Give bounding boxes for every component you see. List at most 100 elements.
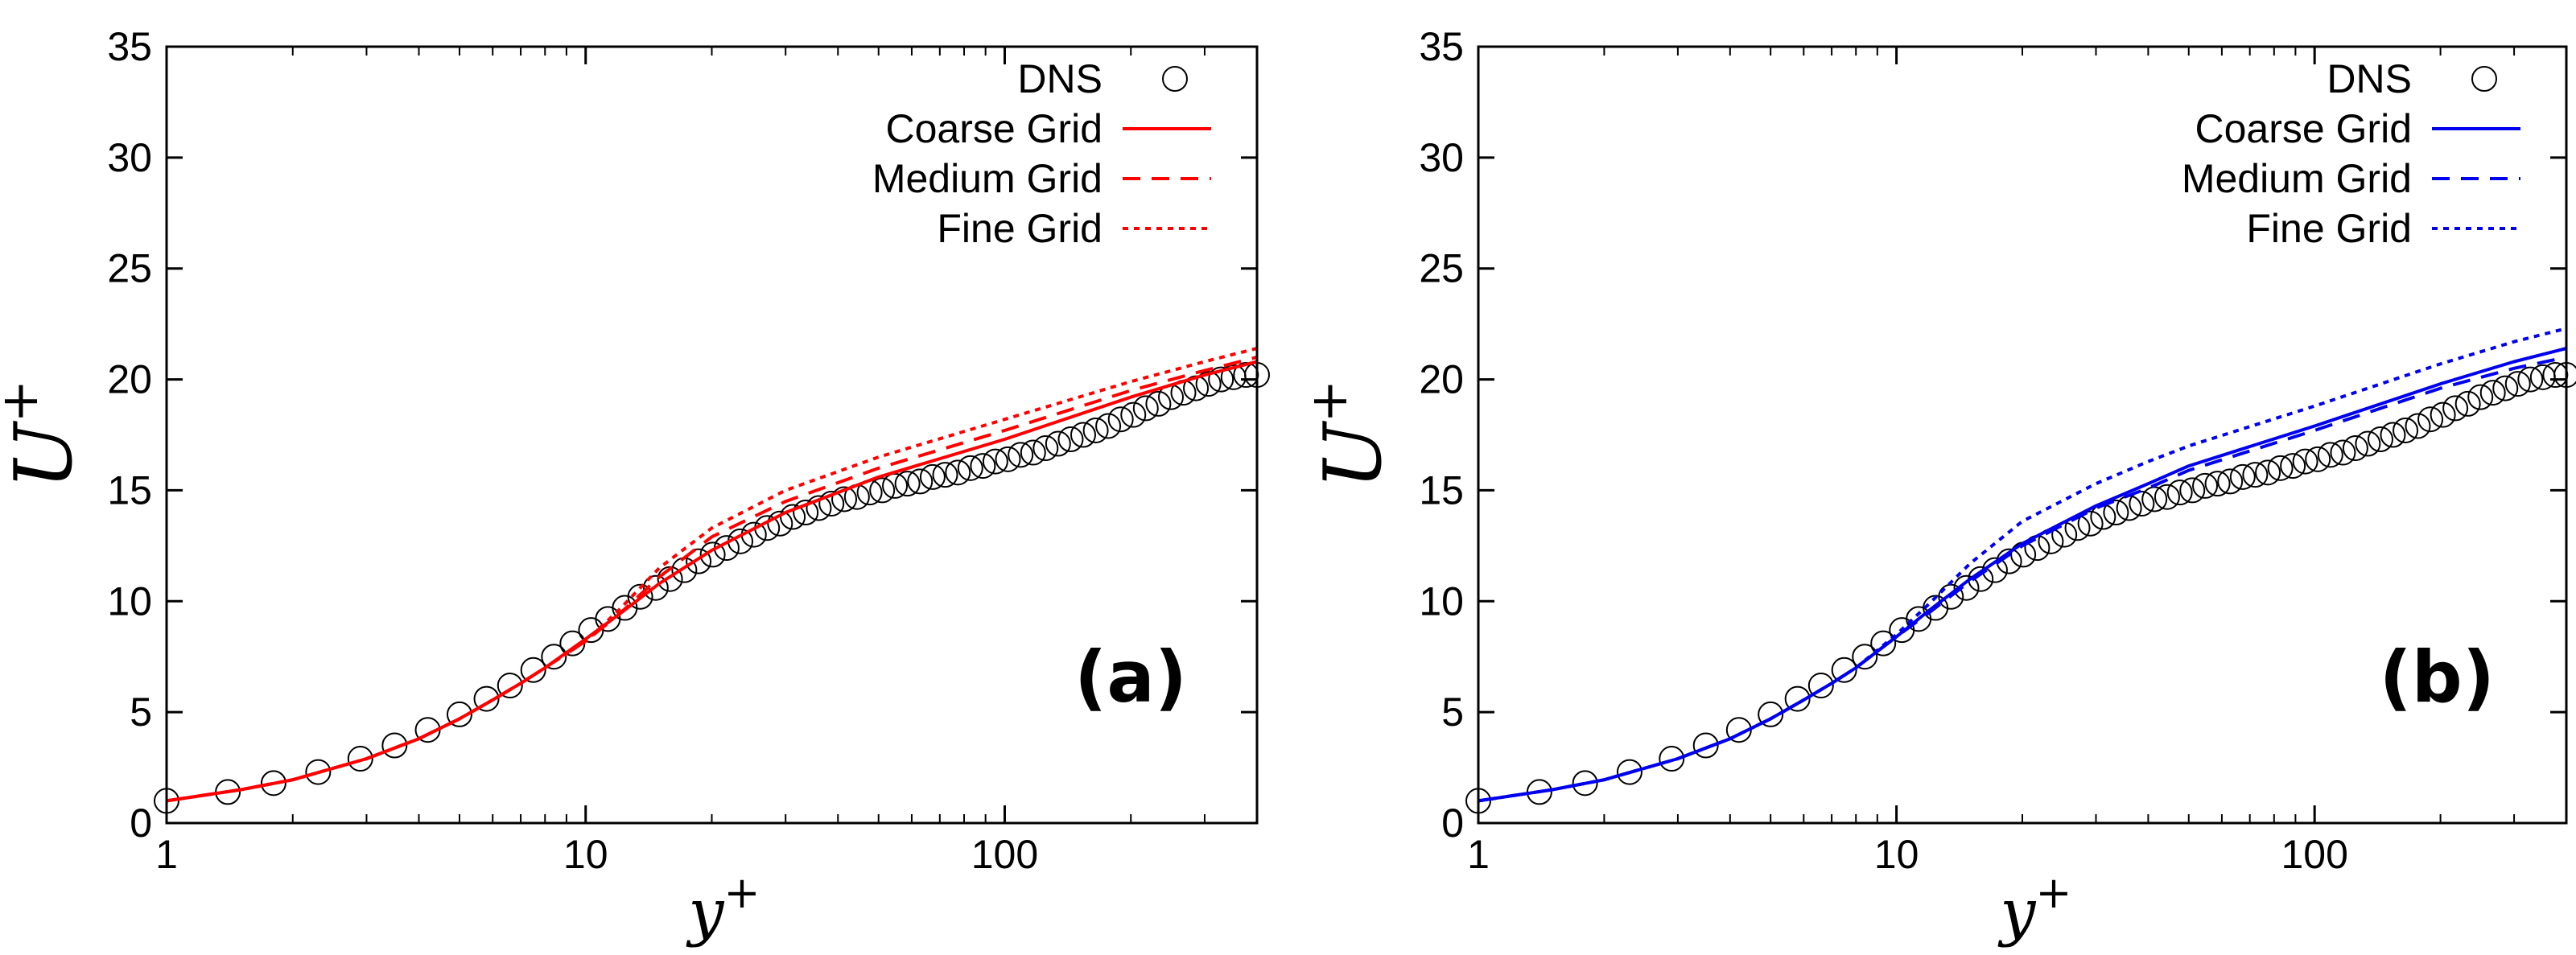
dns-data-point <box>1020 439 1046 466</box>
y-tick-label: 10 <box>107 578 152 624</box>
dns-data-point <box>2077 510 2104 537</box>
dns-data-point <box>2305 446 2331 472</box>
dns-data-point <box>1616 759 1642 785</box>
dns-data-point <box>767 510 793 537</box>
legend-label: Fine Grid <box>2246 206 2412 251</box>
x-tick-label: 100 <box>971 832 1038 877</box>
dns-data-point <box>932 462 958 488</box>
dns-data-point <box>520 657 546 683</box>
dns-data-point <box>2380 422 2406 448</box>
y-axis-label-base: U <box>1308 420 1399 489</box>
dns-data-point <box>1045 430 1071 457</box>
dns-data-point <box>2454 390 2481 417</box>
dns-data-point <box>2417 406 2444 433</box>
dns-data-point <box>806 495 832 521</box>
dns-data-point <box>780 504 806 530</box>
x-axis-label: y+ <box>1997 867 2071 949</box>
y-tick-label: 35 <box>107 24 152 69</box>
dns-data-point <box>2166 480 2193 506</box>
y-tick-label: 15 <box>107 467 152 512</box>
dns-data-point <box>945 459 971 486</box>
dns-data-point <box>793 500 819 525</box>
dns-data-point <box>2154 484 2180 510</box>
y-axis-label: U+ <box>0 380 90 489</box>
y-tick-label: 15 <box>1419 467 1464 512</box>
x-tick-label: 100 <box>2281 832 2347 877</box>
dns-data-point <box>2342 435 2368 462</box>
dns-data-point <box>1852 644 1878 670</box>
panel-label: (a) <box>1074 636 1187 718</box>
dns-data-point <box>2367 426 2393 453</box>
dns-data-point <box>260 770 286 797</box>
dns-data-point <box>869 477 896 504</box>
dns-data-point <box>2103 500 2129 525</box>
dns-data-point <box>1082 417 1109 443</box>
dns-data-point <box>2405 413 2431 439</box>
x-tick-label: 10 <box>563 832 608 877</box>
dns-data-point <box>1008 442 1034 468</box>
x-axis-label-sup: + <box>723 867 760 918</box>
y-tick-label: 10 <box>1419 578 1464 624</box>
dns-data-point <box>1132 395 1159 422</box>
dns-data-point <box>497 673 523 699</box>
dns-data-point <box>1758 701 1784 727</box>
legend-label: Coarse Grid <box>2195 106 2412 151</box>
y-tick-label: 5 <box>1441 689 1464 735</box>
dns-data-point <box>1953 574 1980 601</box>
x-axis-label-base: y <box>686 876 724 949</box>
y-tick-label: 25 <box>107 246 152 291</box>
legend-label: DNS <box>2327 56 2412 101</box>
dns-data-point <box>699 541 726 568</box>
tick-layer: 0 5 10 15 20 25 30 35 1 10 100 <box>1419 24 2567 877</box>
legend-label: DNS <box>1017 56 1103 101</box>
panel-label: (b) <box>2380 636 2495 718</box>
tick-layer: 0 5 10 15 20 25 30 35 1 10 100 <box>107 24 1258 877</box>
series-line-fine-grid <box>166 347 1258 803</box>
dns-data-point <box>1572 770 1598 797</box>
legend-marker-circle <box>1162 66 1188 92</box>
dns-data-point <box>2267 455 2294 481</box>
dns-data-point <box>2330 439 2356 466</box>
legend-label: Medium Grid <box>872 156 1103 201</box>
dns-data-point <box>919 463 946 490</box>
dns-data-point <box>831 486 858 512</box>
dns-data-point <box>1107 406 1134 433</box>
y-tick-label: 0 <box>130 801 152 846</box>
legend-marker-circle <box>2471 66 2497 92</box>
y-tick-label: 35 <box>1419 24 1464 69</box>
y-tick-label: 30 <box>107 135 152 180</box>
y-tick-label: 0 <box>1441 801 1464 846</box>
y-tick-label: 20 <box>1419 357 1464 402</box>
dns-data-point <box>541 644 567 670</box>
legend-label: Coarse Grid <box>885 106 1103 151</box>
x-axis-label: y+ <box>686 867 760 949</box>
dns-data-point <box>1208 366 1234 393</box>
dns-data-point <box>995 446 1021 472</box>
y-tick-label: 20 <box>107 357 152 402</box>
series-layer <box>154 347 1270 814</box>
dns-data-point <box>2355 430 2381 457</box>
dns-data-point <box>1057 426 1084 453</box>
dns-data-point <box>2242 462 2269 488</box>
y-axis-label-sup: + <box>1300 380 1359 423</box>
dns-data-point <box>2517 366 2544 393</box>
dns-data-point <box>381 732 408 759</box>
dns-data-point <box>473 685 500 712</box>
dns-data-point <box>1095 413 1122 439</box>
series-line-medium-grid <box>1478 356 2567 803</box>
y-tick-label: 5 <box>130 689 152 735</box>
dns-data-point <box>1807 673 1834 699</box>
x-tick-label: 1 <box>1467 832 1490 877</box>
y-axis-label-base: U <box>0 420 90 489</box>
legend-label: Fine Grid <box>937 206 1103 251</box>
dns-data-point <box>627 583 653 610</box>
dns-data-point <box>305 759 332 785</box>
dns-data-point <box>1692 732 1719 759</box>
dns-data-point <box>2317 442 2343 468</box>
dns-data-point <box>1070 422 1096 448</box>
dns-data-point <box>2467 384 2494 410</box>
dns-data-point <box>2504 371 2531 397</box>
dns-data-point <box>2217 468 2244 495</box>
dns-data-point <box>970 453 996 480</box>
